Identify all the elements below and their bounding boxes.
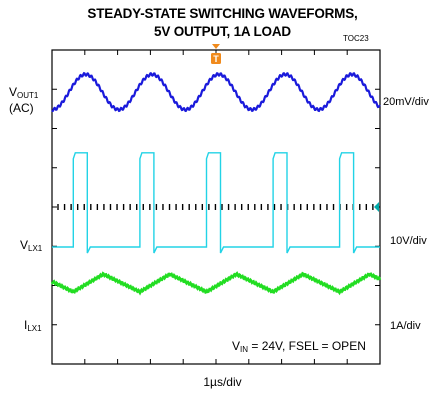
series-label-vlx: VLX1 [20, 238, 43, 253]
figure-id: TOC23 [343, 34, 369, 43]
series-label-ilx: ILX1 [24, 318, 42, 333]
trigger-arrow-icon [212, 44, 220, 49]
level-marker-icon [374, 202, 379, 212]
trace-vlx1 [52, 152, 380, 254]
trace-ilx1 [50, 271, 382, 296]
x-axis-scale: 1µs/div [203, 375, 242, 389]
graticule [51, 49, 381, 365]
series-scale-vlx: 10V/div [390, 235, 427, 247]
series-scale-ilx: 1A/div [390, 320, 421, 332]
trigger-marker: T [211, 44, 379, 212]
chart-subtitle: 5V OUTPUT, 1A LOAD [154, 24, 291, 39]
trigger-badge [211, 53, 221, 64]
trigger-label: T [213, 54, 219, 64]
chart-title: STEADY-STATE SWITCHING WAVEFORMS, [87, 6, 358, 21]
test-conditions: VIN = 24V, FSEL = OPEN [230, 339, 368, 354]
series-label-vout-ac: (AC) [9, 101, 34, 115]
trace-vout1 [51, 71, 381, 113]
series-scale-vout: 20mV/div [383, 96, 429, 108]
traces [50, 71, 382, 296]
series-label-vout: VOUT1 (AC) [9, 85, 39, 115]
